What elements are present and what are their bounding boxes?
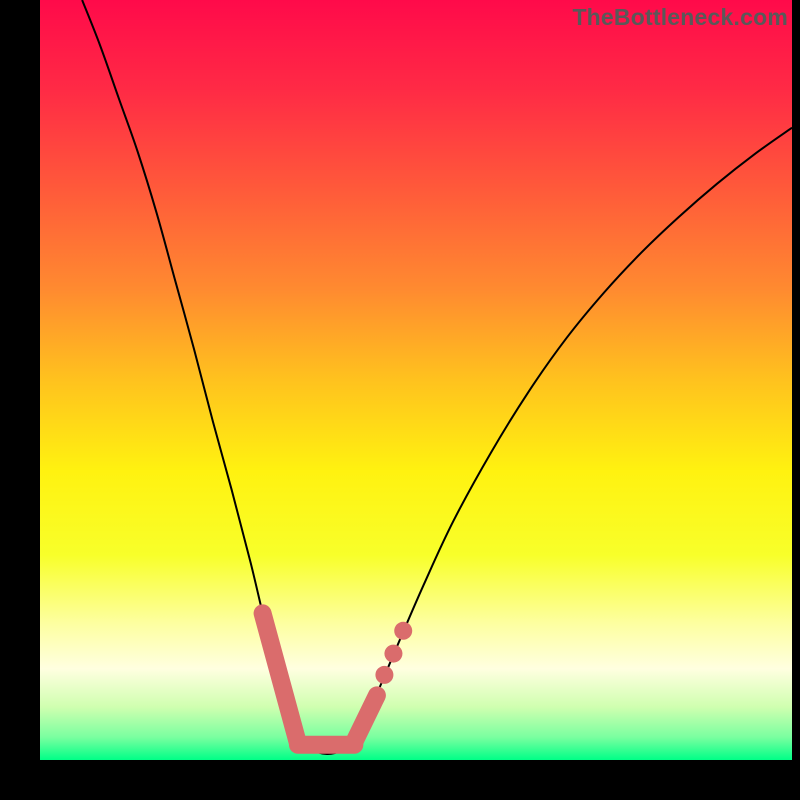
valley-dot-1 bbox=[384, 645, 402, 663]
valley-dot-2 bbox=[394, 622, 412, 640]
chart-svg bbox=[0, 0, 800, 800]
watermark-text: TheBottleneck.com bbox=[572, 4, 788, 31]
valley-segment-2 bbox=[354, 695, 377, 741]
frame: TheBottleneck.com bbox=[0, 0, 800, 800]
bottleneck-curve bbox=[82, 0, 792, 754]
valley-dot-0 bbox=[375, 666, 393, 684]
valley-segment-0 bbox=[263, 613, 298, 743]
